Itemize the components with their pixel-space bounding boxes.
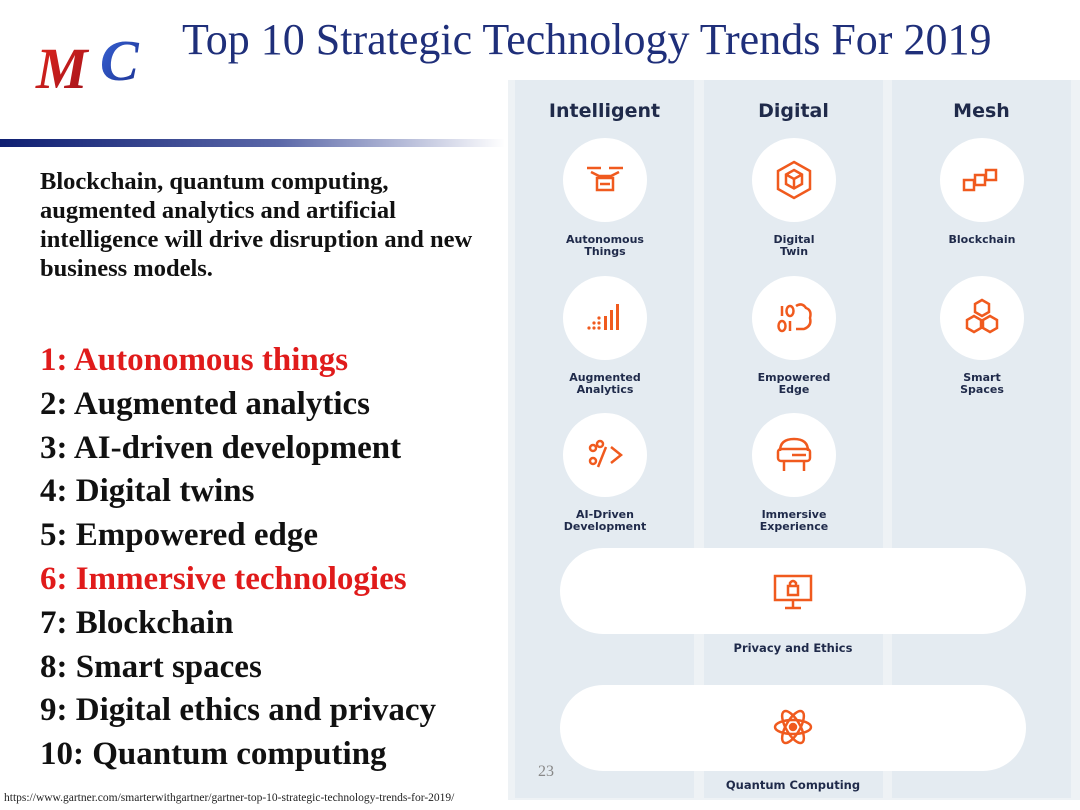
analytics-icon [587, 304, 619, 330]
column-digital: Digital Digital Twin Empowered Edge Imme… [704, 80, 883, 798]
tile-autonomous-things: Autonomous Things [550, 138, 660, 257]
trend-item: 4: Digital twins [40, 473, 255, 510]
trend-item: 1: Autonomous things [40, 342, 349, 378]
tile-blockchain: Blockchain [927, 138, 1037, 246]
tile-digital-twin: Digital Twin [739, 138, 849, 257]
mc-logo: M C [35, 30, 140, 101]
trend-item: 10: Quantum computing [40, 736, 387, 773]
tile-ai-driven-development: AI-Driven Development [550, 413, 660, 532]
hexagons-icon [965, 298, 999, 334]
privacy-pill [560, 548, 1026, 634]
tile-label: Empowered Edge [757, 371, 831, 396]
tile-label: Blockchain [948, 233, 1016, 246]
column-heading: Intelligent [548, 100, 661, 122]
trend-item: 2: Augmented analytics [40, 385, 370, 422]
intro-paragraph: Blockchain, quantum computing, augmented… [40, 168, 473, 282]
monitor-lock-icon [773, 574, 813, 610]
slide-number: 23 [538, 763, 554, 780]
tile-augmented-analytics: Augmented Analytics [550, 276, 660, 395]
atom-icon [773, 709, 813, 745]
slide-title: Top 10 Strategic Technology Trends For 2… [182, 15, 992, 64]
column-mesh: Mesh Blockchain Smart Spaces [892, 80, 1071, 798]
privacy-ethics-label: Privacy and Ethics [733, 641, 853, 655]
blocks-icon [962, 168, 998, 192]
trend-item: 8: Smart spaces [40, 648, 262, 685]
tile-label: Autonomous Things [566, 233, 644, 258]
binary-cloud-icon [777, 303, 812, 333]
column-intelligent: Intelligent Autonomous Things Augmented … [515, 80, 694, 798]
column-heading: Mesh [953, 100, 1010, 122]
svg-text:M: M [35, 36, 90, 101]
tile-empowered-edge: Empowered Edge [739, 276, 849, 395]
tile-label: Smart Spaces [960, 371, 1004, 396]
source-link[interactable]: https://www.gartner.com/smarterwithgartn… [4, 792, 455, 804]
tile-immersive-experience: Immersive Experience [739, 413, 849, 532]
title-divider [0, 139, 505, 147]
tile-label: Digital Twin [773, 233, 815, 258]
drone-icon [587, 166, 623, 192]
svg-text:C: C [100, 30, 140, 93]
trend-list: 1: Autonomous things 2: Augmented analyt… [40, 339, 510, 777]
tile-label: Immersive Experience [759, 508, 829, 533]
trend-item: 3: AI-driven development [40, 429, 402, 466]
quantum-computing-label: Quantum Computing [725, 778, 861, 792]
vr-headset-icon [776, 437, 812, 471]
trend-item: 5: Empowered edge [40, 517, 319, 554]
tile-label: AI-Driven Development [563, 508, 647, 533]
trend-item: 9: Digital ethics and privacy [40, 692, 436, 729]
code-icon [588, 439, 624, 468]
trends-infographic: Intelligent Autonomous Things Augmented … [508, 80, 1080, 800]
trend-item: 7: Blockchain [40, 604, 234, 641]
tile-smart-spaces: Smart Spaces [927, 276, 1037, 395]
trend-item: 6: Immersive technologies [40, 560, 407, 597]
tile-label: Augmented Analytics [569, 371, 641, 396]
column-heading: Digital [758, 100, 829, 122]
cube-icon [776, 160, 812, 200]
